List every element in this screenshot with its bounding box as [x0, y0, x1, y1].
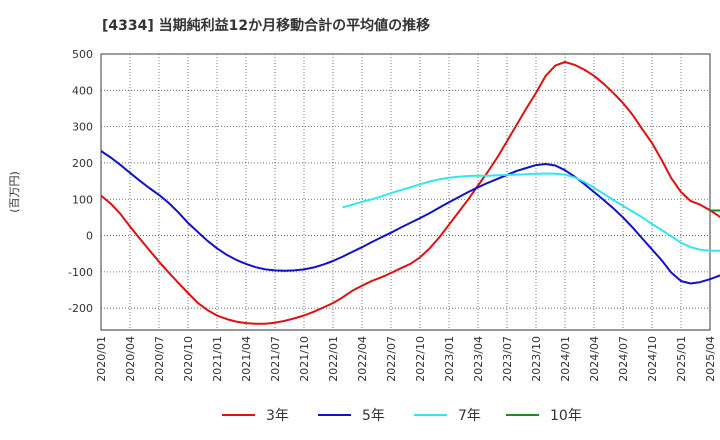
y-tick-label: 0	[86, 230, 93, 243]
y-tick-label: 300	[72, 121, 93, 134]
y-tick-label: -200	[68, 302, 93, 315]
x-tick-label: 2024/01	[559, 336, 572, 382]
x-tick-label: 2025/04	[704, 336, 717, 382]
x-tick-label: 2022/10	[414, 336, 427, 382]
x-tick-label: 2025/01	[675, 336, 688, 382]
x-tick-label: 2020/04	[124, 336, 137, 382]
plot-frame	[100, 53, 711, 331]
x-tick-label: 2024/04	[588, 336, 601, 382]
legend-label: 3年	[266, 408, 289, 424]
x-tick-label: 2022/04	[356, 336, 369, 382]
x-tick-label: 2023/01	[443, 336, 456, 382]
x-tick-label: 2024/07	[617, 336, 630, 382]
y-tick-label: 200	[72, 157, 93, 170]
x-tick-label: 2023/10	[530, 336, 543, 382]
x-tick-label: 2021/01	[211, 336, 224, 382]
x-tick-label: 2021/07	[269, 336, 282, 382]
y-tick-label: -100	[68, 266, 93, 279]
y-tick-label: 500	[72, 48, 93, 61]
series-line-3	[342, 172, 720, 252]
x-tick-label: 2020/07	[153, 336, 166, 382]
x-tick-label: 2023/07	[501, 336, 514, 382]
legend-label: 10年	[550, 408, 582, 424]
series-line-2	[100, 150, 720, 285]
x-tick-label: 2021/04	[240, 336, 253, 382]
x-tick-label: 2020/10	[182, 336, 195, 382]
x-tick-label: 2021/10	[298, 336, 311, 382]
series-line-1	[100, 61, 720, 325]
x-tick-label: 2022/01	[327, 336, 340, 382]
legend-label: 5年	[362, 408, 385, 424]
chart-title: [4334] 当期純利益12か月移動合計の平均値の推移	[102, 17, 430, 34]
y-axis-label: (百万円)	[8, 171, 21, 213]
y-tick-label: 100	[72, 193, 93, 206]
x-tick-label: 2024/10	[646, 336, 659, 382]
y-tick-label: 400	[72, 84, 93, 97]
plot-area: 500 400 300 200 100 0 -100 -200 2020/01 2020/04 20…	[68, 48, 720, 382]
legend: 3年 5年 7年 10年	[222, 408, 582, 424]
x-tick-label: 2022/07	[385, 336, 398, 382]
x-tick-label: 2020/01	[95, 336, 108, 382]
legend-label: 7年	[458, 408, 481, 424]
x-tick-label: 2023/04	[472, 336, 485, 382]
